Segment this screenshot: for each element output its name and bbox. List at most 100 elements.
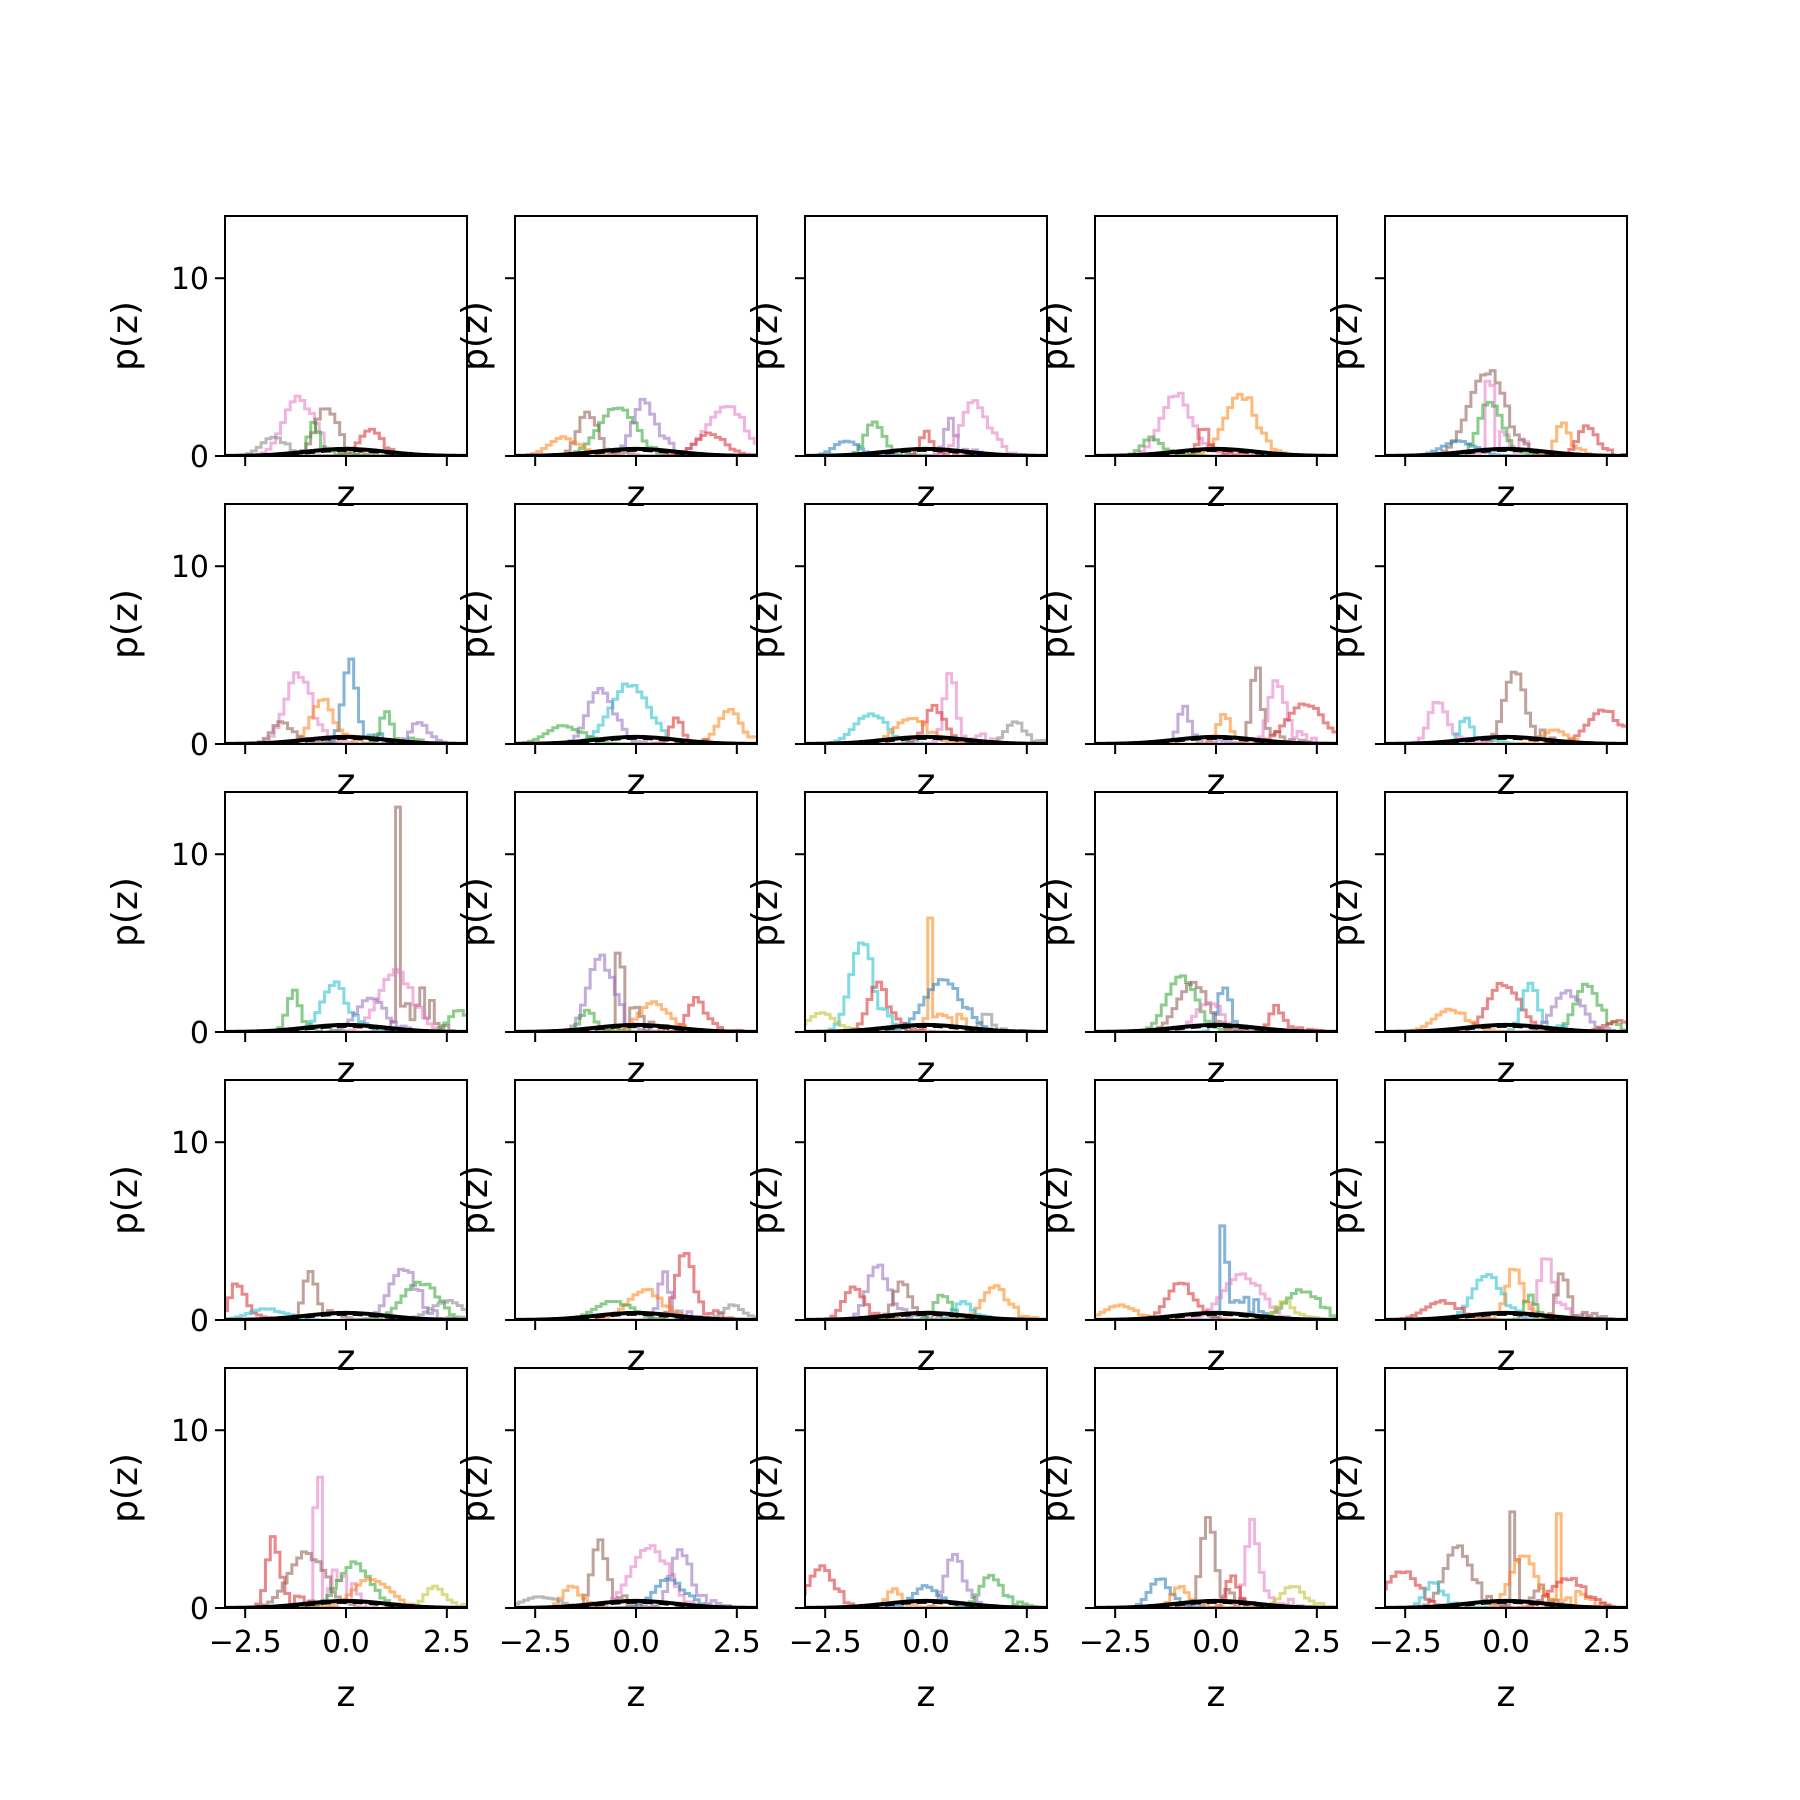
panel-series xyxy=(1095,666,1337,744)
panel-frame xyxy=(1094,1079,1338,1321)
x-tick-label: 2.5 xyxy=(1003,1625,1051,1660)
panel-series xyxy=(805,399,1047,456)
x-axis-label: z xyxy=(627,474,646,515)
histogram-series-3 xyxy=(670,707,757,744)
y-tick-label: 10 xyxy=(171,838,209,873)
y-axis-label: p(z) xyxy=(455,877,496,947)
panel-1-5: z p(z) xyxy=(1325,215,1628,515)
panel-5-3: −2.5 0.0 2.5 z p(z) xyxy=(745,1367,1051,1715)
panel-frame xyxy=(1384,1079,1628,1321)
panel-5-4: −2.5 0.0 2.5 z p(z) xyxy=(1035,1367,1341,1715)
histogram-series-6 xyxy=(225,1307,330,1320)
panel-frame xyxy=(224,503,468,745)
histogram-series-4 xyxy=(655,404,757,456)
x-axis-label: z xyxy=(1497,762,1516,803)
histogram-series-1 xyxy=(1152,1224,1279,1320)
x-axis-label: z xyxy=(917,1338,936,1379)
y-axis-label: p(z) xyxy=(455,589,496,659)
x-tick-label: 0.0 xyxy=(902,1625,950,1660)
panel-1-4: z p(z) xyxy=(1035,215,1338,515)
y-axis-label: p(z) xyxy=(455,301,496,371)
panel-frame xyxy=(1094,503,1338,745)
panel-frame xyxy=(224,215,468,457)
x-axis-label: z xyxy=(1497,1674,1516,1715)
panel-5-1: −2.5 0.0 2.5 0 10 z p(z) xyxy=(105,1367,471,1715)
panel-frame xyxy=(804,503,1048,745)
histogram-series-2 xyxy=(333,968,451,1032)
y-axis-label: p(z) xyxy=(745,877,786,947)
panel-3-5: z p(z) xyxy=(1325,791,1628,1091)
x-axis-label: z xyxy=(627,1050,646,1091)
y-axis-label: p(z) xyxy=(1035,1165,1076,1235)
y-axis-label: p(z) xyxy=(105,1453,146,1523)
panel-frame xyxy=(1384,1367,1628,1609)
panel-series xyxy=(225,1267,467,1320)
panel-series xyxy=(225,657,467,744)
panel-frame xyxy=(1384,503,1628,745)
x-tick-label: 2.5 xyxy=(1293,1625,1341,1660)
y-tick-label: 10 xyxy=(171,1414,209,1449)
panel-frame xyxy=(514,1367,758,1609)
x-tick-label: −2.5 xyxy=(1369,1625,1442,1660)
y-tick-label: 10 xyxy=(171,262,209,297)
y-axis-label: p(z) xyxy=(105,877,146,947)
panel-frame xyxy=(804,215,1048,457)
x-axis-label: z xyxy=(917,1674,936,1715)
panel-series xyxy=(515,397,757,456)
x-tick-label: −2.5 xyxy=(209,1625,282,1660)
x-axis-label: z xyxy=(1207,1338,1226,1379)
panel-series xyxy=(1095,1515,1337,1608)
panel-4-5: z p(z) xyxy=(1325,1079,1628,1379)
x-tick-label: −2.5 xyxy=(789,1625,862,1660)
y-axis-label: p(z) xyxy=(1325,1453,1366,1523)
panel-frame xyxy=(1384,215,1628,457)
panel-4-3: z p(z) xyxy=(745,1079,1048,1379)
y-axis-label: p(z) xyxy=(745,301,786,371)
panel-1-2: z p(z) xyxy=(455,215,758,515)
panel-series xyxy=(805,1263,1047,1320)
x-tick-label: 2.5 xyxy=(1583,1625,1631,1660)
histogram-series-1 xyxy=(1451,1510,1573,1608)
panel-series xyxy=(1095,391,1337,456)
panel-4-1: 0 10 z p(z) xyxy=(105,1079,468,1379)
panel-frame xyxy=(224,791,468,1033)
x-axis-label: z xyxy=(337,1050,356,1091)
panel-series xyxy=(1385,1257,1627,1320)
histogram-series-3 xyxy=(1394,1544,1514,1608)
y-tick-label: 0 xyxy=(190,1304,209,1339)
x-tick-label: 0.0 xyxy=(1192,1625,1240,1660)
histogram-series-2 xyxy=(1182,392,1312,456)
x-tick-label: 2.5 xyxy=(423,1625,471,1660)
y-axis-label: p(z) xyxy=(455,1165,496,1235)
y-axis-label: p(z) xyxy=(1325,589,1366,659)
panel-frame xyxy=(1094,791,1338,1033)
y-axis-label: p(z) xyxy=(1325,877,1366,947)
x-axis-label: z xyxy=(1207,762,1226,803)
y-tick-label: 0 xyxy=(190,1592,209,1627)
y-axis-label: p(z) xyxy=(105,1165,146,1235)
histogram-series-1 xyxy=(259,1475,378,1608)
panel-5-2: −2.5 0.0 2.5 z p(z) xyxy=(455,1367,761,1715)
y-tick-label: 10 xyxy=(171,550,209,585)
x-tick-label: −2.5 xyxy=(499,1625,572,1660)
y-axis-label: p(z) xyxy=(1325,1165,1366,1235)
panel-frame xyxy=(1384,791,1628,1033)
x-axis-label: z xyxy=(917,474,936,515)
histogram-series-1 xyxy=(327,805,459,1032)
panel-5-5: −2.5 0.0 2.5 z p(z) xyxy=(1325,1367,1631,1715)
panel-series xyxy=(1095,1224,1337,1320)
panel-3-4: z p(z) xyxy=(1035,791,1338,1091)
panel-series xyxy=(1385,369,1627,456)
x-axis-label: z xyxy=(337,1338,356,1379)
x-axis-label: z xyxy=(627,1674,646,1715)
histogram-series-3 xyxy=(1253,702,1337,744)
y-axis-label: p(z) xyxy=(745,1453,786,1523)
x-axis-label: z xyxy=(1497,474,1516,515)
panel-series xyxy=(225,394,467,456)
histogram-series-1 xyxy=(225,1282,293,1320)
x-axis-label: z xyxy=(917,1050,936,1091)
panel-frame xyxy=(514,791,758,1033)
x-axis-label: z xyxy=(337,1674,356,1715)
y-tick-label: 0 xyxy=(190,1016,209,1051)
